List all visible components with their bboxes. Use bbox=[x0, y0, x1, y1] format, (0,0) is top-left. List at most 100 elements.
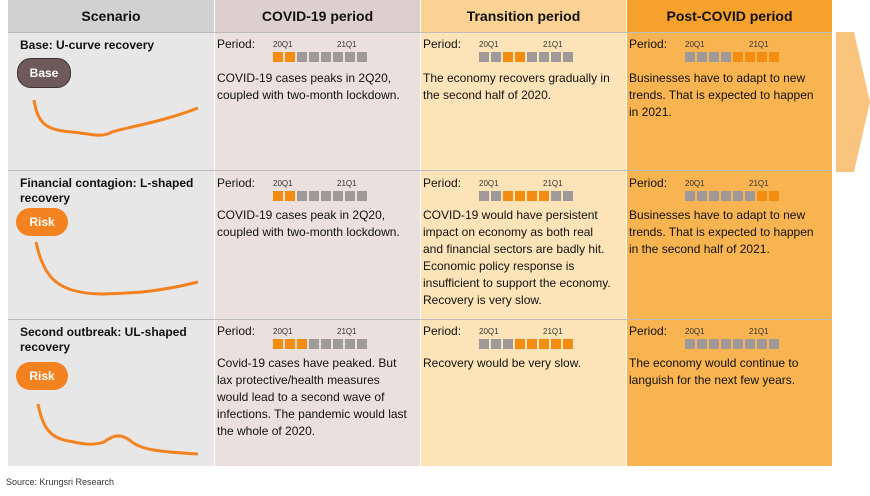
quarter-square-inactive bbox=[309, 191, 319, 201]
quarter-square-inactive bbox=[685, 339, 695, 349]
quarter-square-inactive bbox=[551, 52, 561, 62]
quarter-label-21q1: 21Q1 bbox=[749, 179, 769, 188]
quarter-square-inactive bbox=[721, 339, 731, 349]
scenario-table: Scenario COVID-19 period Transition peri… bbox=[8, 0, 832, 466]
quarter-square-inactive bbox=[321, 339, 331, 349]
header-covid-period: COVID-19 period bbox=[215, 0, 420, 32]
period-description: Businesses have to adapt to new trends. … bbox=[629, 71, 814, 119]
covid-column bbox=[215, 0, 420, 466]
quarter-label-20q1: 20Q1 bbox=[685, 40, 705, 49]
quarter-square-active bbox=[273, 339, 283, 349]
period-label: Period: bbox=[423, 176, 462, 190]
quarter-square-inactive bbox=[733, 191, 743, 201]
period-description: Businesses have to adapt to new trends. … bbox=[629, 208, 814, 256]
quarter-square-active bbox=[503, 191, 513, 201]
quarter-square-inactive bbox=[357, 52, 367, 62]
chevron-right-icon bbox=[836, 32, 870, 172]
quarter-timeline bbox=[685, 191, 779, 201]
quarter-label-21q1: 21Q1 bbox=[543, 327, 563, 336]
quarter-square-active bbox=[527, 191, 537, 201]
quarter-square-inactive bbox=[697, 52, 707, 62]
ul-curve-icon bbox=[36, 403, 199, 456]
quarter-square-inactive bbox=[333, 52, 343, 62]
quarter-square-inactive bbox=[733, 339, 743, 349]
scenario-title: Financial contagion: L-shaped recovery bbox=[20, 176, 194, 205]
period-description: Covid-19 cases have peaked. But lax prot… bbox=[217, 356, 407, 438]
quarter-square-active bbox=[273, 191, 283, 201]
quarter-square-inactive bbox=[551, 191, 561, 201]
quarter-square-active bbox=[757, 191, 767, 201]
quarter-label-20q1: 20Q1 bbox=[685, 179, 705, 188]
quarter-label-20q1: 20Q1 bbox=[479, 179, 499, 188]
quarter-square-inactive bbox=[709, 52, 719, 62]
quarter-square-active bbox=[745, 52, 755, 62]
quarter-square-inactive bbox=[721, 191, 731, 201]
header-post-covid-period: Post-COVID period bbox=[627, 0, 832, 32]
quarter-square-inactive bbox=[357, 191, 367, 201]
quarter-square-active bbox=[563, 339, 573, 349]
quarter-square-active bbox=[515, 191, 525, 201]
quarter-square-active bbox=[273, 52, 283, 62]
period-description: The economy recovers gradually in the se… bbox=[423, 71, 610, 102]
quarter-square-inactive bbox=[479, 52, 489, 62]
quarter-square-inactive bbox=[345, 339, 355, 349]
quarter-square-active bbox=[551, 339, 561, 349]
quarter-label-21q1: 21Q1 bbox=[543, 40, 563, 49]
quarter-square-active bbox=[733, 52, 743, 62]
transition-column bbox=[421, 0, 626, 466]
risk-badge: Risk bbox=[16, 208, 68, 236]
quarter-label-20q1: 20Q1 bbox=[273, 327, 293, 336]
quarter-square-inactive bbox=[333, 191, 343, 201]
period-description: Recovery would be very slow. bbox=[423, 356, 582, 370]
period-label: Period: bbox=[629, 176, 668, 190]
quarter-square-inactive bbox=[309, 52, 319, 62]
row-divider bbox=[8, 319, 832, 320]
scenario-title: Second outbreak: UL-shaped recovery bbox=[20, 325, 187, 354]
quarter-square-inactive bbox=[709, 339, 719, 349]
quarter-square-inactive bbox=[491, 52, 501, 62]
quarter-square-inactive bbox=[563, 191, 573, 201]
quarter-label-20q1: 20Q1 bbox=[685, 327, 705, 336]
quarter-square-active bbox=[527, 339, 537, 349]
quarter-square-inactive bbox=[503, 339, 513, 349]
quarter-label-20q1: 20Q1 bbox=[479, 40, 499, 49]
quarter-square-inactive bbox=[321, 191, 331, 201]
period-label: Period: bbox=[423, 37, 462, 51]
quarter-label-21q1: 21Q1 bbox=[337, 40, 357, 49]
quarter-square-active bbox=[285, 339, 295, 349]
quarter-square-inactive bbox=[685, 52, 695, 62]
quarter-square-active bbox=[757, 52, 767, 62]
quarter-square-inactive bbox=[697, 339, 707, 349]
source-note: Source: Krungsri Research bbox=[6, 477, 115, 487]
period-description: COVID-19 would have persistent impact on… bbox=[423, 208, 611, 307]
quarter-square-inactive bbox=[539, 52, 549, 62]
quarter-square-active bbox=[515, 339, 525, 349]
quarter-square-inactive bbox=[745, 339, 755, 349]
quarter-square-inactive bbox=[491, 339, 501, 349]
risk-badge: Risk bbox=[16, 362, 68, 390]
header-scenario: Scenario bbox=[8, 0, 214, 32]
quarter-square-inactive bbox=[479, 191, 489, 201]
quarter-square-active bbox=[769, 52, 779, 62]
period-label: Period: bbox=[217, 37, 256, 51]
quarter-label-21q1: 21Q1 bbox=[749, 327, 769, 336]
quarter-square-inactive bbox=[697, 191, 707, 201]
period-description: COVID-19 cases peak in 2Q20, coupled wit… bbox=[217, 208, 400, 239]
quarter-timeline bbox=[273, 52, 367, 62]
quarter-square-active bbox=[539, 191, 549, 201]
quarter-label-21q1: 21Q1 bbox=[749, 40, 769, 49]
period-label: Period: bbox=[217, 176, 256, 190]
quarter-timeline bbox=[479, 191, 573, 201]
header-transition-period: Transition period bbox=[421, 0, 626, 32]
quarter-timeline bbox=[479, 52, 573, 62]
quarter-label-20q1: 20Q1 bbox=[479, 327, 499, 336]
quarter-square-inactive bbox=[345, 52, 355, 62]
base-badge: Base bbox=[17, 58, 71, 88]
quarter-timeline bbox=[479, 339, 573, 349]
period-label: Period: bbox=[629, 324, 668, 338]
quarter-square-inactive bbox=[297, 191, 307, 201]
period-label: Period: bbox=[423, 324, 462, 338]
quarter-square-inactive bbox=[757, 339, 767, 349]
row-divider bbox=[8, 32, 832, 33]
quarter-square-active bbox=[285, 191, 295, 201]
